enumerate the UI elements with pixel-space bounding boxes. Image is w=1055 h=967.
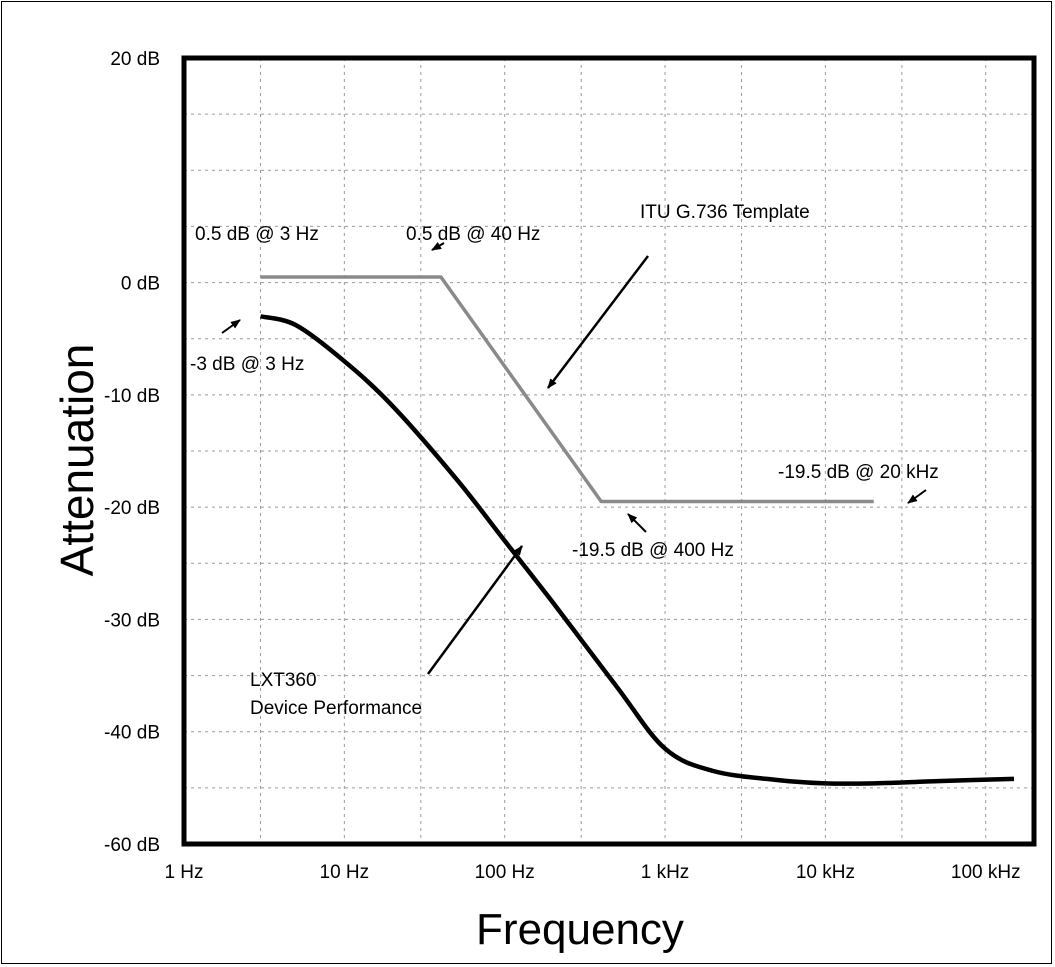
x-tick-label: 1 kHz: [641, 862, 690, 883]
x-tick-label: 10 Hz: [320, 862, 370, 883]
annotation-template-40hz: 0.5 dB @ 40 Hz: [406, 224, 540, 245]
arrow-minus19-5db-20khz: [907, 489, 927, 504]
arrow-itu-template: [547, 255, 649, 389]
x-tick-label: 100 kHz: [951, 862, 1021, 883]
annotation-lxt360: LXT360: [250, 670, 317, 691]
annotation-device-performance: Device Performance: [250, 698, 422, 719]
y-tick-label: -40 dB: [104, 723, 160, 744]
annotation-device-3hz: -3 dB @ 3 Hz: [190, 354, 304, 375]
x-tick-label: 1 Hz: [164, 862, 203, 883]
annotation-itu-template: ITU G.736 Template: [640, 202, 810, 223]
arrow-lxt360: [426, 545, 524, 675]
y-tick-labels: 20 dB 0 dB -10 dB -20 dB -30 dB -40 dB -60 dB: [104, 49, 160, 856]
y-tick-label: -60 dB: [104, 835, 160, 856]
y-tick-label: -30 dB: [104, 610, 160, 631]
annotation-arrows: [221, 242, 927, 675]
arrow-minus19-5db-400hz: [627, 513, 647, 533]
grid-lines: [184, 58, 1034, 844]
annotation-template-400hz: -19.5 dB @ 400 Hz: [572, 540, 734, 561]
x-tick-labels: 1 Hz 10 Hz 100 Hz 1 kHz 10 kHz 100 kHz: [164, 862, 1020, 883]
annotation-template-3hz: 0.5 dB @ 3 Hz: [195, 224, 319, 245]
series-line-template: [260, 275, 874, 504]
y-tick-label: 20 dB: [110, 49, 160, 70]
series-layer: [259, 275, 1015, 786]
y-tick-label: -20 dB: [104, 498, 160, 519]
y-axis-label: Attenuation: [51, 344, 103, 577]
annotations: 0.5 dB @ 3 Hz 0.5 dB @ 40 Hz ITU G.736 T…: [190, 202, 939, 719]
y-tick-label: -10 dB: [104, 386, 160, 407]
series-line-device: [259, 314, 1015, 786]
annotation-template-20khz: -19.5 dB @ 20 kHz: [778, 462, 939, 483]
arrow-minus3db-3hz: [221, 319, 241, 334]
plot-area-border: [181, 55, 1037, 847]
x-axis-label: Frequency: [476, 905, 684, 954]
x-tick-label: 10 kHz: [796, 862, 855, 883]
x-tick-label: 100 Hz: [475, 862, 535, 883]
y-tick-label: 0 dB: [121, 274, 160, 295]
arrow-0-5db-40hz: [431, 242, 445, 251]
